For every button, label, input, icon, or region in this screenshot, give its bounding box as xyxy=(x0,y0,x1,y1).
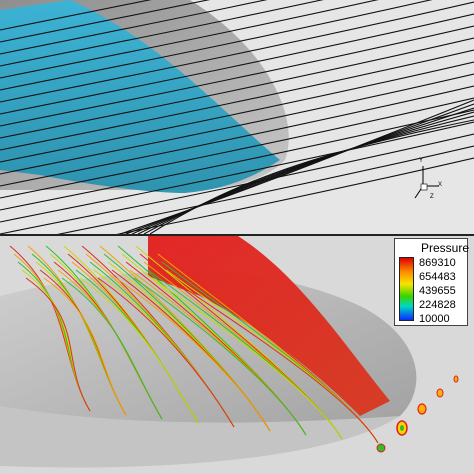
streamline xyxy=(143,115,474,234)
streamline xyxy=(61,277,163,420)
legend-value: 869310 xyxy=(419,257,456,269)
streamline xyxy=(0,0,433,91)
lower-body-surface xyxy=(0,406,400,468)
streamline xyxy=(0,61,474,163)
streamline xyxy=(79,277,199,424)
legend-colorbar xyxy=(399,257,414,321)
streamline xyxy=(0,37,474,139)
streamline xyxy=(125,103,474,234)
legend-title: Pressure xyxy=(421,241,470,255)
vortex-markers xyxy=(376,375,459,453)
streamline xyxy=(0,0,152,31)
streamline xyxy=(0,0,379,79)
streamline xyxy=(119,99,474,234)
axis-label-x: X xyxy=(438,182,443,188)
streamline xyxy=(116,157,474,234)
streamline xyxy=(43,277,127,416)
legend-value: 439655 xyxy=(419,285,456,297)
legend-value: 224828 xyxy=(419,299,456,311)
top-streamline-render xyxy=(0,0,474,234)
legend-value: 654483 xyxy=(419,271,456,283)
streamline xyxy=(151,277,343,440)
blue-flow-surface xyxy=(0,0,280,193)
streamline xyxy=(0,73,474,175)
streamline xyxy=(137,111,474,234)
streamline xyxy=(57,145,474,234)
streamline xyxy=(133,277,307,436)
streamline xyxy=(0,25,474,127)
pressure-legend: Pressure 869310 654483 439655 224828 100… xyxy=(394,238,470,326)
streamline xyxy=(25,277,91,412)
streamline xyxy=(0,0,324,67)
high-pressure-region xyxy=(148,236,390,416)
panel-divider xyxy=(0,234,474,236)
bottom-pressure-view: Pressure 869310 654483 439655 224828 100… xyxy=(0,236,474,474)
axis-label-z: Z xyxy=(430,194,434,200)
streamline xyxy=(0,133,474,234)
streamline xyxy=(0,109,474,211)
streamline xyxy=(149,119,474,234)
streamline xyxy=(97,277,235,428)
streamline xyxy=(115,277,271,432)
top-flow-view: Y X Z xyxy=(0,0,474,234)
streamline xyxy=(0,97,474,199)
colored-streamlines xyxy=(9,245,379,444)
streamline xyxy=(0,85,474,187)
black-streamlines xyxy=(0,0,474,234)
streamline xyxy=(0,13,474,115)
axis-label-y: Y xyxy=(419,158,424,164)
streamline xyxy=(169,277,379,444)
streamline xyxy=(0,1,474,103)
streamline xyxy=(0,49,474,151)
legend-value: 10000 xyxy=(419,313,450,325)
streamline xyxy=(0,0,211,43)
axis-triad: Y X Z xyxy=(405,158,445,206)
streamline xyxy=(131,107,474,234)
axis-triad-icon xyxy=(414,166,439,199)
streamline xyxy=(0,0,268,55)
streamline xyxy=(0,121,474,223)
